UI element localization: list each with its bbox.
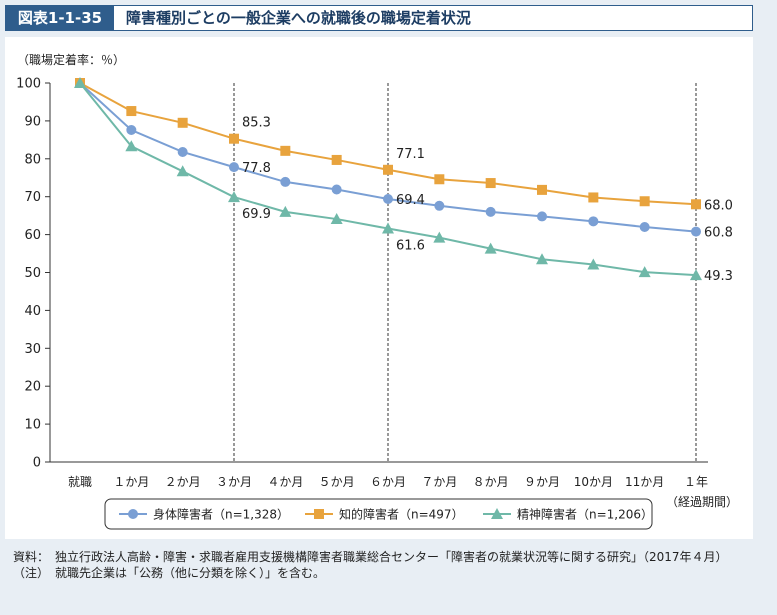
y-tick-label: 60 bbox=[24, 228, 41, 243]
y-tick-label: 80 bbox=[24, 152, 41, 167]
chart-panel: （職場定着率：％） 0 10 20 30 40 50 60 70 80 90 100 就職 １か月 ２か月 ３… bbox=[5, 37, 753, 539]
data-point bbox=[691, 199, 701, 210]
data-point bbox=[128, 509, 138, 519]
figure-title: 障害種別ごとの一般企業への就職後の職場定着状況 bbox=[126, 9, 471, 27]
data-point bbox=[537, 184, 547, 195]
data-point bbox=[485, 206, 496, 217]
x-tick-label: ２か月 bbox=[165, 475, 201, 489]
footnote: （注） 就職先企業は「公務（他に分類を除く）」を含む。 bbox=[13, 565, 753, 581]
source-note-key: 資料： bbox=[13, 550, 50, 564]
line-chart: （職場定着率：％） 0 10 20 30 40 50 60 70 80 90 100 就職 １か月 ２か月 ３… bbox=[16, 52, 738, 530]
data-point bbox=[176, 165, 189, 177]
data-point bbox=[639, 196, 650, 207]
data-point bbox=[537, 211, 547, 222]
data-point bbox=[690, 269, 702, 281]
data-point bbox=[177, 146, 188, 157]
data-point bbox=[314, 509, 324, 519]
x-tick-label: ８か月 bbox=[473, 475, 509, 489]
data-point bbox=[588, 216, 599, 227]
y-tick-label: 30 bbox=[24, 342, 41, 357]
footnote-text: 就職先企業は「公務（他に分類を除く）」を含む。 bbox=[55, 566, 326, 580]
x-tick-label: 就職 bbox=[68, 475, 92, 489]
data-label: 69.4 bbox=[396, 193, 425, 208]
data-point bbox=[331, 154, 342, 165]
x-tick-label: １か月 bbox=[113, 475, 149, 489]
data-label: 49.3 bbox=[704, 269, 733, 284]
data-point bbox=[177, 117, 188, 128]
x-tick-label: ７か月 bbox=[421, 475, 457, 489]
legend-label: 精神障害者（n=1,206） bbox=[517, 507, 653, 522]
y-tick-label: 50 bbox=[24, 266, 41, 281]
x-tick-label: ５か月 bbox=[319, 475, 355, 489]
data-point bbox=[280, 176, 291, 187]
notes: 資料： 独立行政法人高齢・障害・求職者雇用支援機構障害者職業総合センター「障害者… bbox=[13, 549, 753, 581]
data-point bbox=[638, 266, 651, 278]
x-tick-label: ４か月 bbox=[267, 475, 303, 489]
legend-box bbox=[104, 498, 653, 530]
y-tick-label: 0 bbox=[33, 456, 41, 471]
data-point bbox=[587, 258, 600, 270]
data-point bbox=[125, 140, 138, 152]
source-note: 資料： 独立行政法人高齢・障害・求職者雇用支援機構障害者職業総合センター「障害者… bbox=[13, 549, 753, 565]
x-tick-label: ９か月 bbox=[524, 475, 560, 489]
data-point bbox=[434, 174, 445, 185]
data-point bbox=[588, 192, 599, 203]
source-note-text: 独立行政法人高齢・障害・求職者雇用支援機構障害者職業総合センター「障害者の就業状… bbox=[55, 550, 728, 564]
data-point bbox=[639, 222, 650, 233]
data-point bbox=[228, 191, 240, 203]
data-point bbox=[484, 242, 497, 254]
data-point bbox=[434, 200, 445, 211]
data-point bbox=[126, 106, 137, 117]
data-point bbox=[331, 184, 342, 195]
figure-header: 図表1-1-35 障害種別ごとの一般企業への就職後の職場定着状況 bbox=[5, 5, 753, 31]
data-point bbox=[229, 162, 239, 173]
figure-label: 図表1-1-35 bbox=[6, 6, 114, 30]
footnote-key: （注） bbox=[13, 566, 50, 580]
legend-label: 知的障害者（n=497） bbox=[339, 507, 464, 522]
y-tick-label: 90 bbox=[24, 114, 41, 129]
data-point bbox=[280, 145, 291, 156]
data-point bbox=[491, 508, 503, 519]
data-point bbox=[330, 213, 343, 225]
data-label: 85.3 bbox=[242, 116, 271, 131]
legend-label: 身体障害者（n=1,328） bbox=[153, 507, 289, 522]
x-tick-label: ３か月 bbox=[216, 475, 252, 489]
data-point bbox=[433, 231, 446, 243]
data-point bbox=[383, 193, 393, 204]
x-tick-label: １年 bbox=[684, 475, 708, 489]
data-point bbox=[691, 226, 701, 237]
data-label: 77.8 bbox=[242, 161, 271, 176]
data-label: 60.8 bbox=[704, 226, 733, 241]
y-tick-label: 40 bbox=[24, 304, 41, 319]
data-label: 69.9 bbox=[242, 207, 271, 222]
x-tick-label: 10か月 bbox=[574, 475, 613, 489]
data-point bbox=[485, 178, 496, 189]
y-tick-label: 100 bbox=[16, 77, 41, 92]
y-tick-label: 70 bbox=[24, 190, 41, 205]
x-tick-label: ６か月 bbox=[370, 475, 406, 489]
x-axis-label: （経過期間） bbox=[666, 495, 738, 509]
data-point bbox=[382, 222, 394, 234]
x-tick-label: 11か月 bbox=[625, 475, 664, 489]
y-tick-label: 10 bbox=[24, 418, 41, 433]
y-tick-label: 20 bbox=[24, 380, 41, 395]
data-point bbox=[74, 77, 86, 88]
data-point bbox=[229, 133, 239, 144]
data-label: 68.0 bbox=[704, 198, 733, 213]
data-point bbox=[536, 253, 548, 265]
y-axis-label: （職場定着率：％） bbox=[17, 52, 125, 67]
data-point bbox=[383, 164, 393, 175]
data-point bbox=[279, 205, 292, 217]
data-point bbox=[126, 124, 137, 135]
data-label: 77.1 bbox=[396, 147, 425, 162]
data-label: 61.6 bbox=[396, 239, 425, 254]
